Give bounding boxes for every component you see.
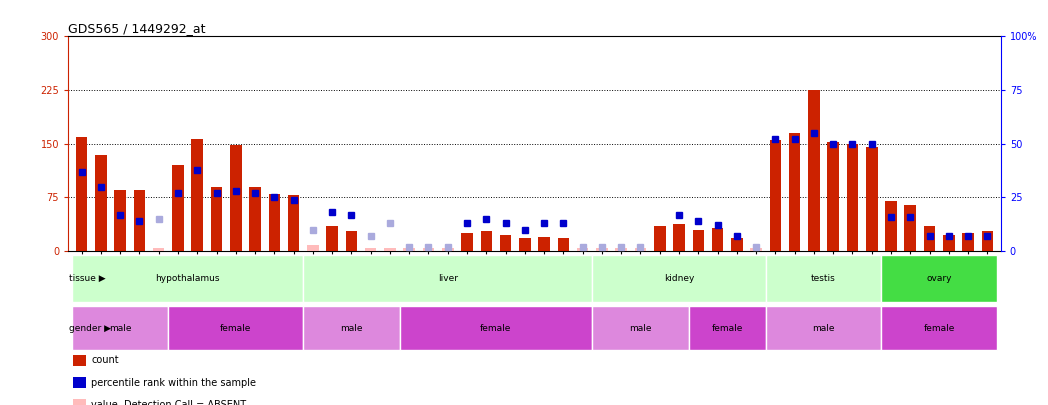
Bar <box>385 247 396 251</box>
Bar <box>881 306 997 350</box>
Bar <box>326 226 337 251</box>
Bar <box>403 247 415 251</box>
Bar <box>399 306 592 350</box>
Text: percentile rank within the sample: percentile rank within the sample <box>91 378 256 388</box>
Text: male: male <box>109 324 131 333</box>
Text: GDS565 / 1449292_at: GDS565 / 1449292_at <box>68 22 205 35</box>
Bar <box>689 306 766 350</box>
Text: kidney: kidney <box>663 274 694 283</box>
Text: value, Detection Call = ABSENT: value, Detection Call = ABSENT <box>91 400 246 405</box>
Bar <box>303 306 399 350</box>
Bar <box>923 226 935 251</box>
Bar <box>750 247 762 251</box>
Bar <box>288 195 300 251</box>
Bar <box>808 90 820 251</box>
Bar <box>192 139 203 251</box>
Bar <box>169 306 303 350</box>
Bar <box>615 247 627 251</box>
Bar <box>539 237 550 251</box>
Bar <box>303 255 592 302</box>
Bar <box>693 230 704 251</box>
Text: gender ▶: gender ▶ <box>69 324 111 333</box>
Bar <box>769 140 781 251</box>
Bar <box>153 247 165 251</box>
Text: hypothalamus: hypothalamus <box>155 274 220 283</box>
Text: tissue ▶: tissue ▶ <box>69 274 106 283</box>
Bar <box>114 190 126 251</box>
Bar <box>461 233 473 251</box>
Text: female: female <box>923 324 955 333</box>
Bar <box>673 224 684 251</box>
Bar <box>828 142 839 251</box>
Bar <box>766 306 881 350</box>
Text: ovary: ovary <box>926 274 952 283</box>
Bar <box>268 194 280 251</box>
Bar <box>422 247 434 251</box>
Text: male: male <box>812 324 835 333</box>
Bar <box>576 247 588 251</box>
Bar <box>75 136 87 251</box>
Bar <box>847 144 858 251</box>
Bar <box>481 231 493 251</box>
Bar <box>766 255 881 302</box>
Text: female: female <box>712 324 743 333</box>
Bar <box>519 238 530 251</box>
Bar <box>500 235 511 251</box>
Bar <box>346 231 357 251</box>
Bar <box>881 255 997 302</box>
Text: male: male <box>629 324 652 333</box>
Bar <box>95 154 107 251</box>
Bar <box>732 238 743 251</box>
Bar <box>982 231 994 251</box>
Bar <box>172 165 183 251</box>
Bar <box>365 247 376 251</box>
Bar <box>592 306 689 350</box>
Bar <box>307 245 319 251</box>
Bar <box>249 187 261 251</box>
Text: testis: testis <box>811 274 836 283</box>
Bar <box>134 190 146 251</box>
Bar <box>886 201 897 251</box>
Bar <box>596 247 608 251</box>
Bar <box>442 247 454 251</box>
Bar <box>558 238 569 251</box>
Bar <box>654 226 665 251</box>
Text: liver: liver <box>438 274 458 283</box>
Bar <box>962 233 974 251</box>
Bar <box>230 145 241 251</box>
Bar <box>789 133 801 251</box>
Bar <box>72 255 303 302</box>
Bar <box>712 228 723 251</box>
Bar <box>904 205 916 251</box>
Text: count: count <box>91 356 118 365</box>
Bar <box>72 306 169 350</box>
Text: male: male <box>341 324 363 333</box>
Bar <box>943 235 955 251</box>
Text: female: female <box>480 324 511 333</box>
Bar <box>211 187 222 251</box>
Text: female: female <box>220 324 252 333</box>
Bar <box>866 147 877 251</box>
Bar <box>592 255 766 302</box>
Bar <box>635 247 647 251</box>
